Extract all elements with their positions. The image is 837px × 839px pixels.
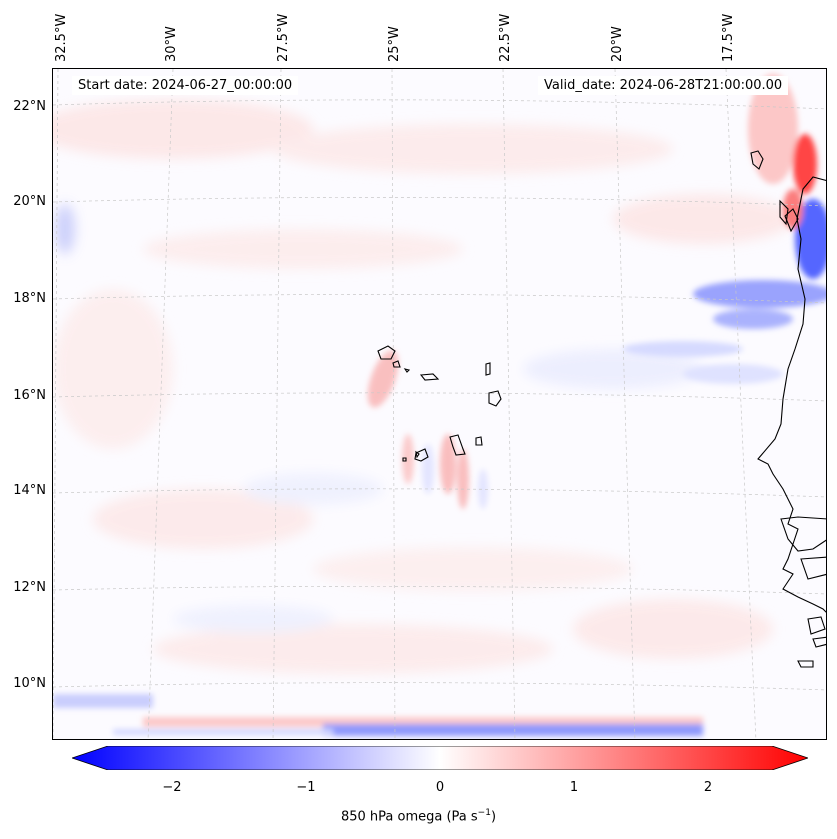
lat-label: 20°N	[13, 194, 46, 209]
lon-label: 25°W	[387, 26, 402, 62]
lat-label: 14°N	[13, 483, 46, 498]
map-panel	[52, 68, 827, 740]
colorbar-tick: −1	[296, 780, 316, 795]
lat-label: 22°N	[13, 99, 46, 114]
lat-label: 16°N	[13, 388, 46, 403]
colorbar-tick: −2	[162, 780, 182, 795]
colorbar-tick: 1	[569, 780, 579, 795]
graticule	[53, 69, 826, 739]
lat-label: 18°N	[13, 291, 46, 306]
colorbar-label-unit-exponent: −1	[477, 808, 491, 818]
lon-label: 20°W	[610, 26, 625, 62]
colorbar-label-end: )	[490, 809, 497, 825]
colorbar	[72, 746, 808, 770]
lat-label: 12°N	[13, 580, 46, 595]
colorbar-label: 850 hPa omega (Pa s−1)	[0, 808, 837, 824]
lat-label: 10°N	[13, 676, 46, 691]
omega-contours	[53, 69, 826, 739]
colorbar-label-text: 850 hPa omega (Pa s	[340, 809, 478, 825]
colorbar-tick: 2	[703, 780, 713, 795]
omega-field-map	[53, 69, 826, 739]
lon-label: 30°W	[164, 26, 179, 62]
lon-label: 32.5°W	[54, 13, 69, 62]
valid-date-label: Valid_date: 2024-06-28T21:00:00.00	[538, 76, 789, 95]
start-date-label: Start date: 2024-06-27_00:00:00	[72, 76, 299, 95]
lon-label: 17.5°W	[721, 13, 736, 62]
cape-verde-islands	[377, 345, 502, 462]
lon-label: 22.5°W	[498, 13, 513, 62]
coastline	[750, 150, 826, 668]
colorbar-tick: 0	[435, 780, 445, 795]
lon-label: 27.5°W	[276, 13, 291, 62]
